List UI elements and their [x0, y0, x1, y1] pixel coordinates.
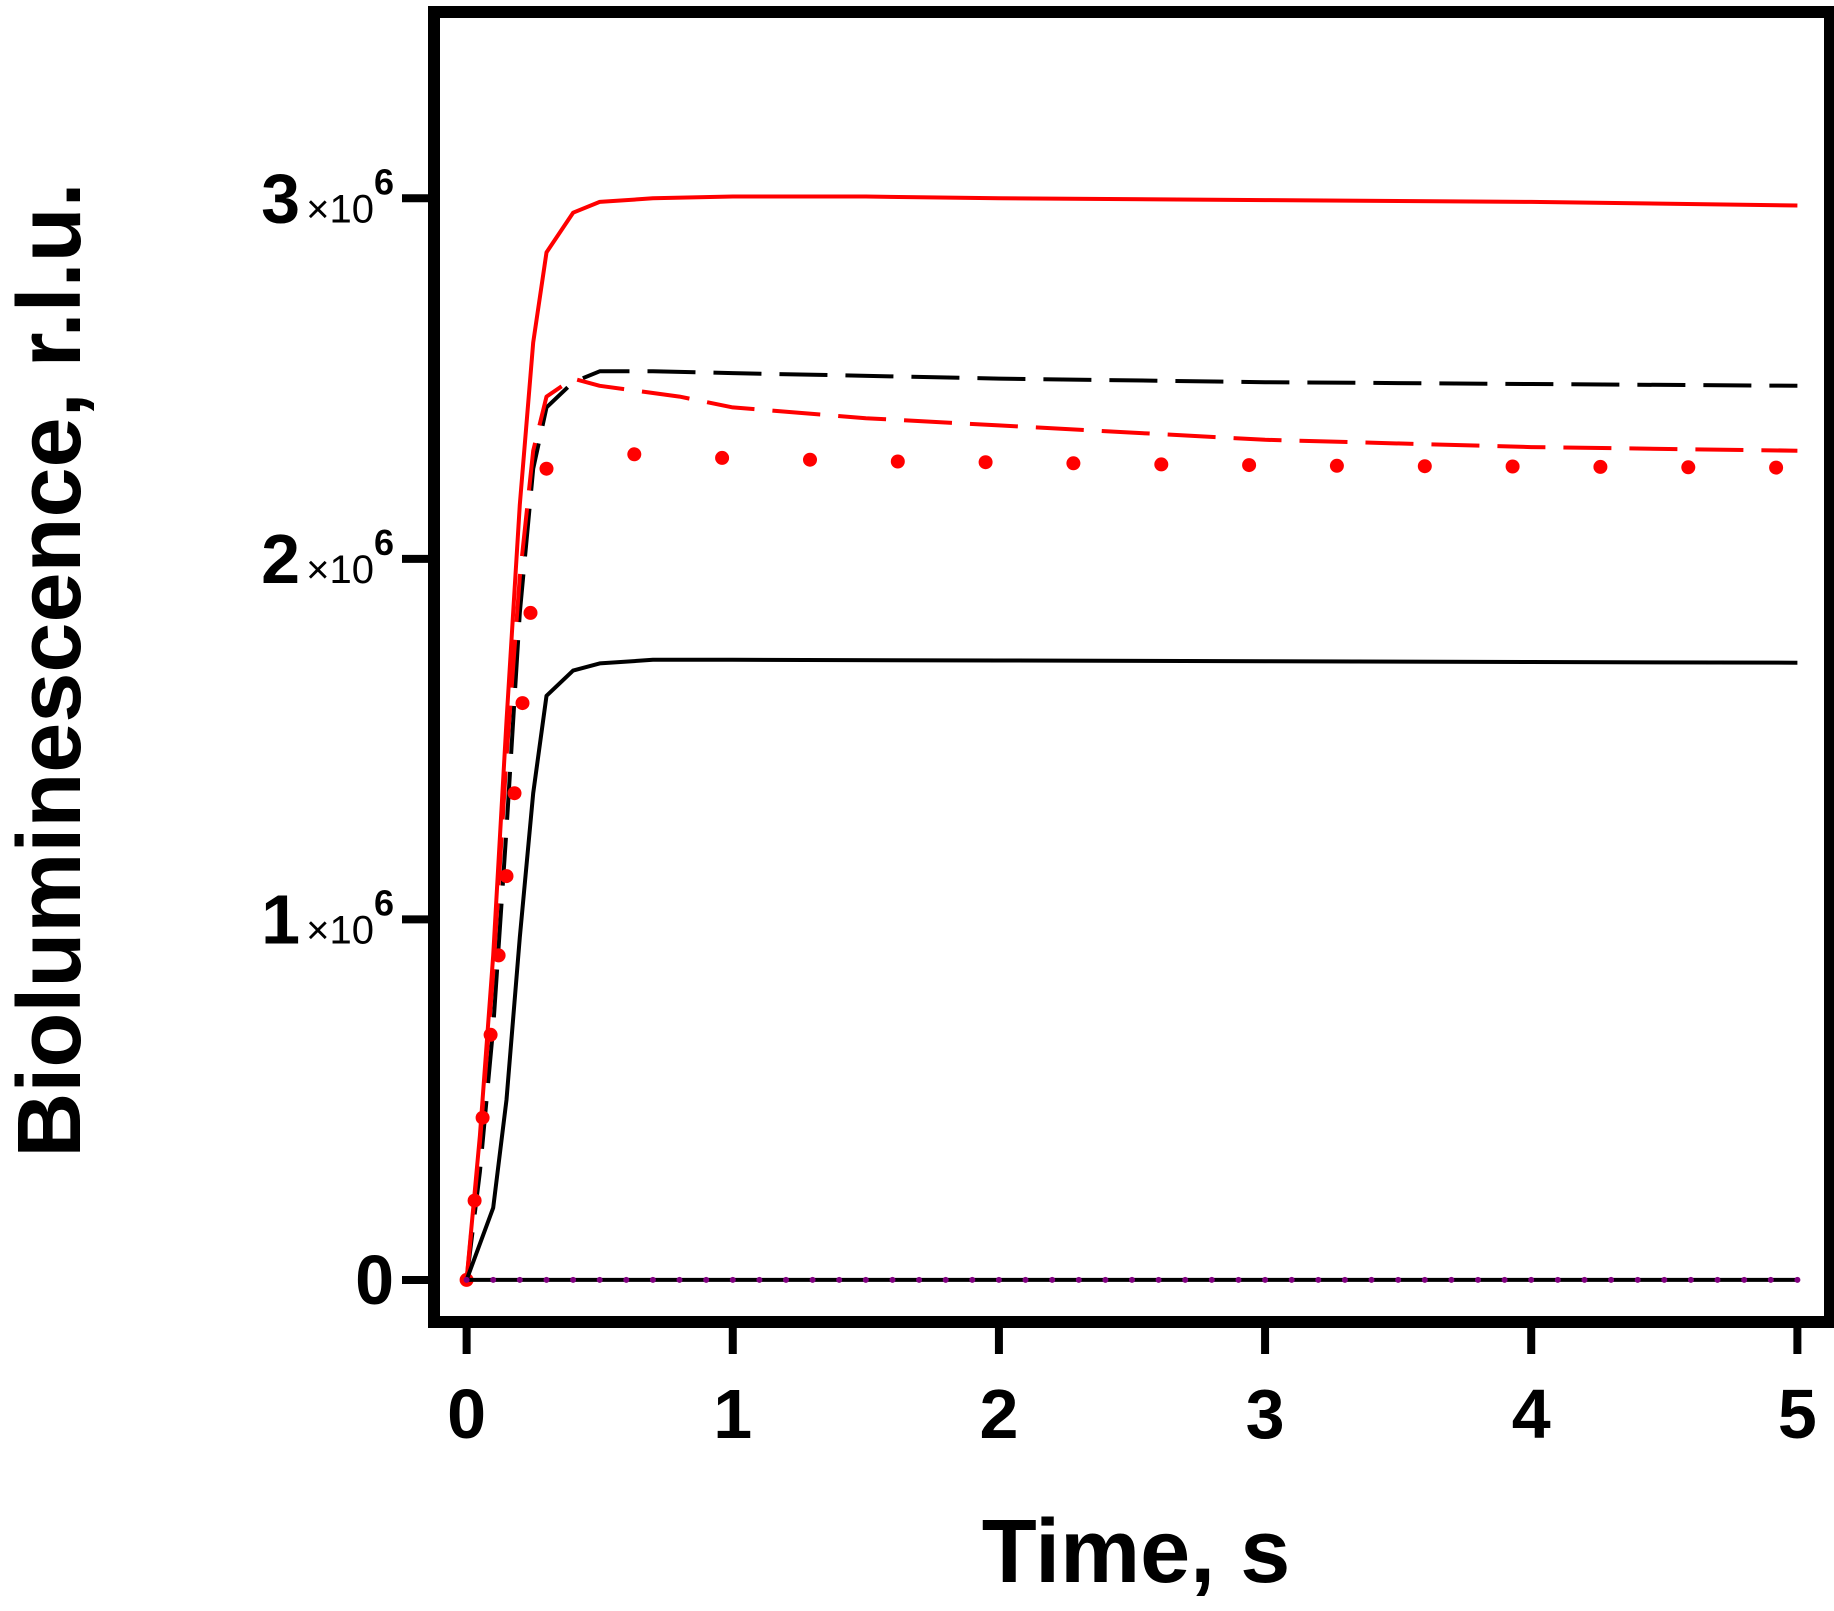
series-7-point [1341, 1276, 1348, 1283]
series-7-point [1129, 1276, 1135, 1283]
series-7-point [862, 1276, 869, 1283]
series-7-point [649, 1276, 656, 1283]
series-4-point [1417, 459, 1432, 474]
series-7-point [516, 1276, 523, 1283]
series-4-point [467, 1193, 482, 1208]
series-4-point [523, 605, 538, 620]
series-7-point [1208, 1276, 1215, 1283]
series-1-line [464, 194, 1798, 1281]
x-tick-label: 2 [979, 1375, 1018, 1453]
series-7-point [1687, 1276, 1694, 1283]
series-3-line [464, 376, 1798, 1281]
series-4-point [499, 869, 514, 884]
series-4-point [539, 461, 554, 476]
series-7-point [1767, 1276, 1774, 1283]
series-7-point [570, 1276, 577, 1283]
x-tick-label: 4 [1512, 1375, 1551, 1453]
series-4-point [1329, 458, 1344, 473]
series-4-point [1505, 459, 1520, 474]
series-7-point [729, 1276, 736, 1283]
series-4-point [1769, 460, 1784, 475]
y-axis-title: Bioluminescence, r.l.u. [0, 182, 100, 1157]
series-4-point [1066, 456, 1081, 471]
series-7-point [1581, 1276, 1588, 1283]
series-7-point [916, 1276, 923, 1283]
series-7-point [490, 1276, 497, 1283]
series-7-point [836, 1276, 843, 1283]
series-7-point [1049, 1276, 1056, 1283]
series-7-point [1634, 1276, 1641, 1283]
series-4-point [715, 450, 730, 465]
series-7-point [1235, 1276, 1242, 1283]
series-7-point [1448, 1276, 1455, 1283]
y-tick-label: 1 ×106 [261, 880, 394, 958]
series-layer [459, 194, 1801, 1287]
plot-frame [428, 6, 1834, 1328]
series-7-point [543, 1276, 550, 1283]
series-7-point [1475, 1276, 1481, 1283]
series-4-point [507, 786, 522, 801]
series-7-point [1182, 1276, 1189, 1283]
series-7-point [1315, 1276, 1322, 1283]
series-7-point [1102, 1276, 1109, 1283]
series-4-point [1242, 458, 1257, 473]
series-7-point [969, 1276, 976, 1283]
series-7-point [1262, 1276, 1269, 1283]
y-tick-label: 3 ×106 [261, 159, 394, 237]
x-tick-label: 3 [1246, 1375, 1285, 1453]
series-7-markers [463, 1276, 1801, 1283]
series-2-line [464, 369, 1798, 1281]
series-7-point [783, 1276, 789, 1283]
y-tick-label: 0 [355, 1241, 394, 1319]
series-7-point [463, 1276, 470, 1283]
axis-layer: 0 1 2 3 4 5 0 1 ×106 2 ×106 3 ×106 [261, 159, 1817, 1453]
x-tick-label: 5 [1778, 1375, 1817, 1453]
series-7-point [1022, 1276, 1029, 1283]
series-7-point [623, 1276, 630, 1283]
series-4-markers [459, 447, 1784, 1287]
series-4-point [1154, 457, 1169, 472]
series-7-point [1741, 1276, 1748, 1283]
x-tick-label: 1 [713, 1375, 752, 1453]
series-7-point [1368, 1276, 1375, 1283]
series-7-point [703, 1276, 710, 1283]
series-7-point [1395, 1276, 1402, 1283]
series-7-point [596, 1276, 603, 1283]
series-7-point [1714, 1276, 1721, 1283]
series-7-point [1155, 1276, 1162, 1283]
series-7-point [1528, 1276, 1535, 1283]
series-7-point [1421, 1276, 1428, 1283]
series-7-point [1554, 1276, 1561, 1283]
series-7-point [889, 1276, 896, 1283]
series-4-point [1681, 460, 1696, 475]
series-4-point [627, 447, 642, 462]
series-7-point [1501, 1276, 1508, 1283]
series-7-point [1794, 1276, 1801, 1283]
series-4-point [491, 948, 506, 963]
y-tick-label: 2 ×106 [261, 520, 394, 598]
x-tick-label: 0 [447, 1375, 486, 1453]
series-7-point [1075, 1276, 1082, 1283]
series-4-point [515, 696, 530, 711]
series-5-line [464, 657, 1798, 1281]
series-7-point [1608, 1276, 1615, 1283]
series-7-point [1661, 1276, 1668, 1283]
series-7-point [942, 1276, 949, 1283]
x-axis-title: Time, s [982, 1502, 1291, 1602]
series-4-point [890, 454, 905, 469]
series-7-point [676, 1276, 683, 1283]
series-7-point [995, 1276, 1002, 1283]
series-7-point [809, 1276, 816, 1283]
series-4-point [483, 1027, 498, 1042]
series-4-point [475, 1110, 490, 1125]
series-4-point [978, 455, 993, 470]
series-7-point [756, 1276, 763, 1283]
series-4-point [803, 452, 817, 467]
series-4-point [1593, 459, 1608, 474]
series-7-point [1288, 1276, 1295, 1283]
